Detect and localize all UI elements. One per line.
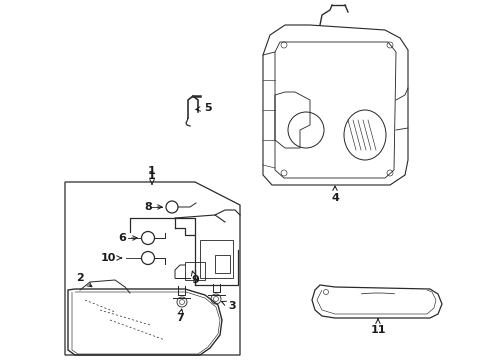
- Text: 1: 1: [148, 166, 156, 176]
- Bar: [215, 255, 229, 273]
- Text: 11: 11: [369, 319, 385, 335]
- Bar: [184, 262, 204, 280]
- Text: 5: 5: [195, 103, 211, 113]
- Text: 4: 4: [330, 186, 338, 203]
- Text: 10: 10: [100, 253, 121, 263]
- Text: 1: 1: [148, 171, 156, 184]
- Text: 6: 6: [118, 233, 137, 243]
- Text: 8: 8: [144, 202, 162, 212]
- Text: 7: 7: [176, 309, 183, 323]
- Text: 3: 3: [221, 301, 235, 311]
- Text: 2: 2: [76, 273, 92, 287]
- Bar: [200, 240, 232, 278]
- Text: 9: 9: [191, 271, 199, 285]
